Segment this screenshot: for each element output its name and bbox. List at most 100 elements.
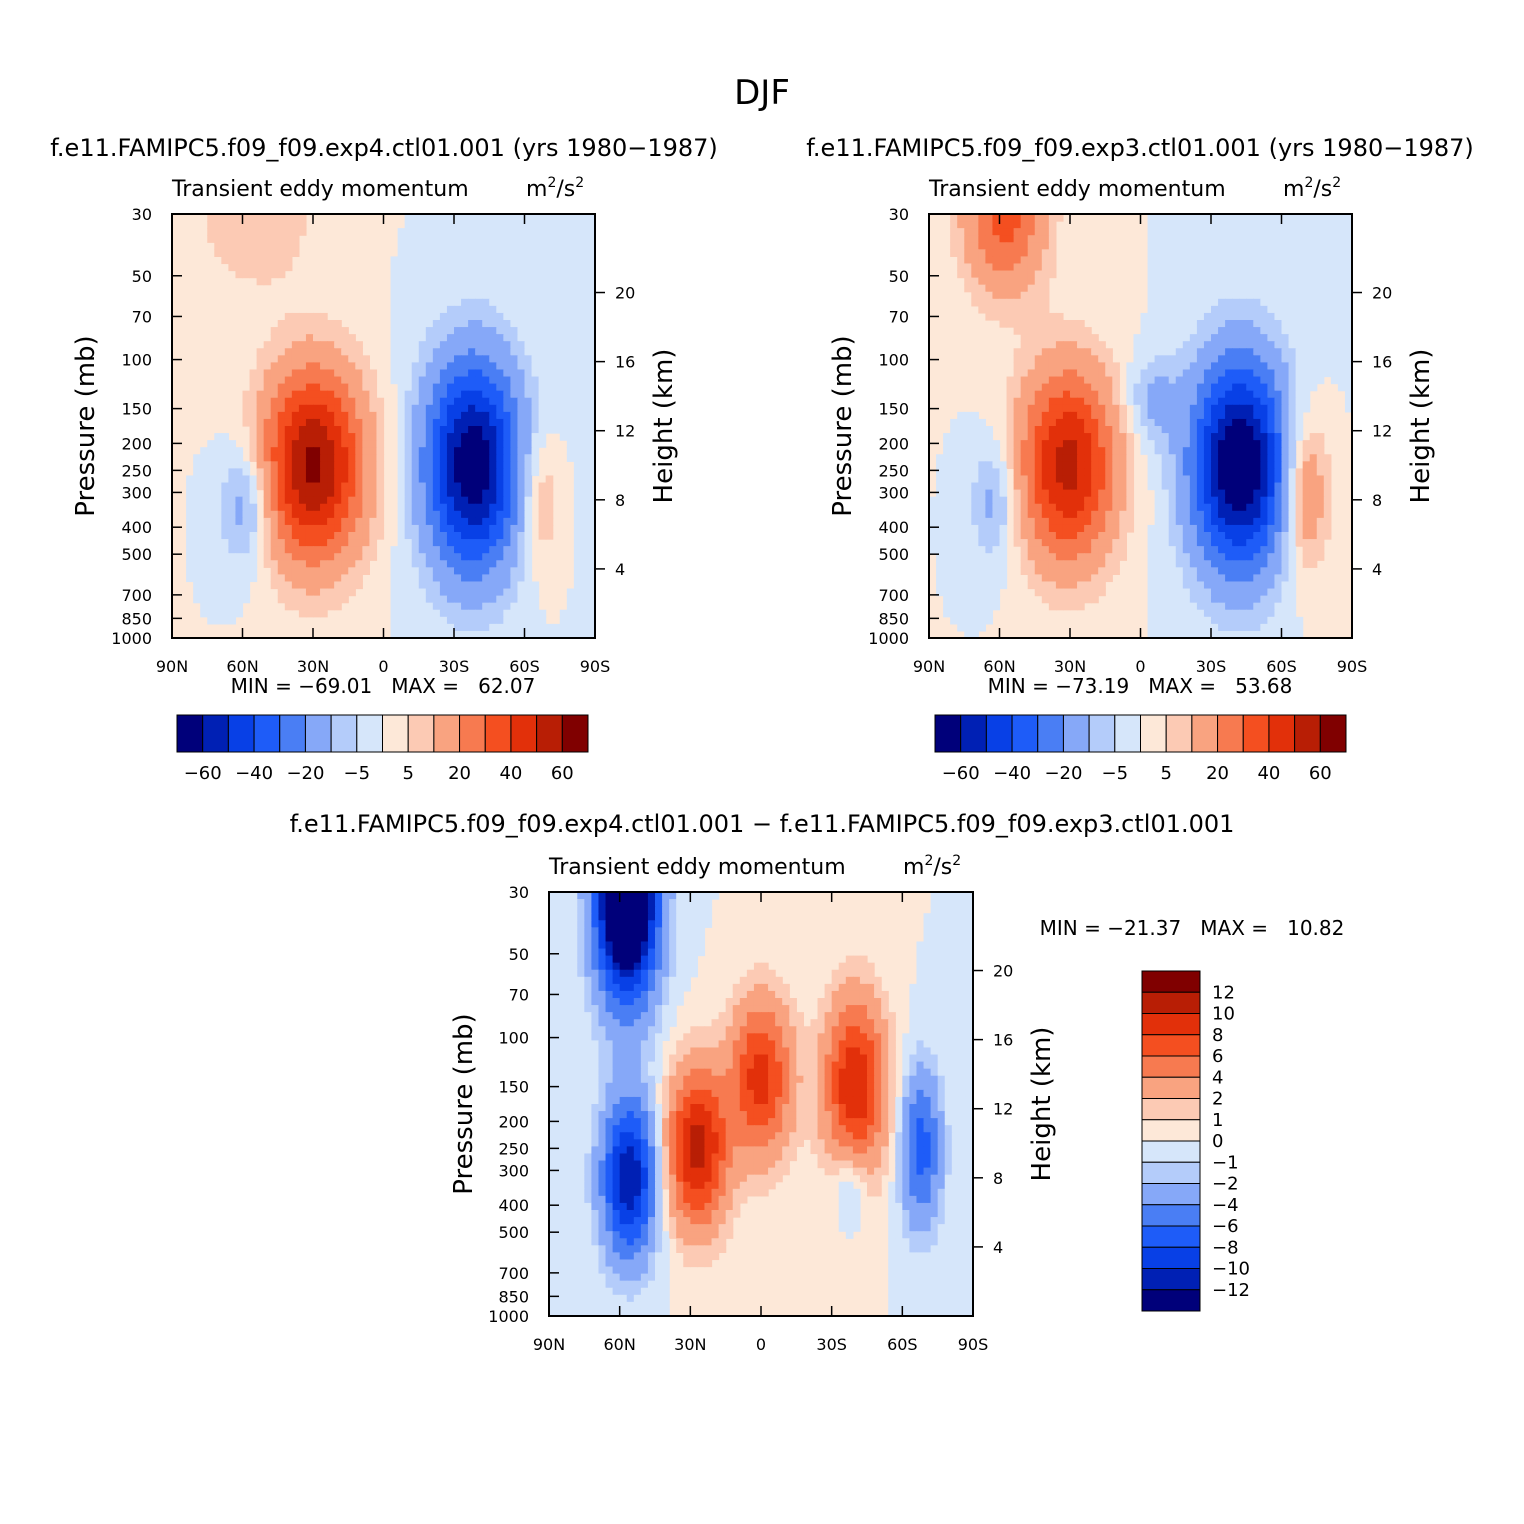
- contour-cell: [376, 461, 385, 469]
- contour-cell: [1316, 482, 1325, 491]
- contour-cell: [1337, 305, 1346, 314]
- contour-cell: [1098, 553, 1106, 561]
- contour-cell: [1239, 327, 1247, 335]
- contour-cell: [538, 489, 547, 498]
- contour-cell: [1020, 546, 1029, 554]
- contour-cell: [566, 242, 575, 250]
- contour-cell: [1232, 461, 1240, 469]
- contour-cell: [1211, 411, 1219, 420]
- contour-cell: [461, 510, 469, 519]
- contour-cell: [1316, 489, 1325, 498]
- contour-cell: [411, 567, 420, 575]
- contour-cell: [200, 468, 208, 477]
- contour-cell: [580, 602, 589, 611]
- contour-cell: [461, 517, 469, 526]
- contour-cell: [362, 517, 370, 526]
- contour-cell: [1147, 277, 1156, 286]
- contour-cell: [1168, 433, 1177, 441]
- contour-cell: [964, 524, 972, 533]
- contour-cell: [221, 539, 229, 547]
- contour-cell: [242, 546, 251, 554]
- contour-cell: [1084, 390, 1092, 399]
- contour-cell: [348, 454, 356, 462]
- contour-cell: [1225, 312, 1233, 321]
- contour-cell: [1048, 510, 1057, 519]
- contour-cell: [957, 524, 965, 533]
- contour-cell: [1154, 305, 1163, 314]
- contour-cell: [298, 588, 307, 597]
- contour-cell: [1070, 510, 1078, 519]
- contour-cell: [362, 433, 370, 441]
- contour-cell: [1105, 369, 1113, 378]
- contour-cell: [1246, 235, 1254, 243]
- contour-cell: [992, 560, 1001, 568]
- contour-cell: [1168, 440, 1177, 448]
- contour-cell: [566, 390, 575, 399]
- contour-cell: [1316, 355, 1325, 363]
- contour-cell: [397, 426, 406, 434]
- contour-cell: [1196, 270, 1205, 279]
- contour-cell: [369, 426, 378, 434]
- contour-cell: [943, 524, 951, 533]
- contour-cell: [454, 468, 462, 477]
- contour-cell: [461, 334, 469, 342]
- contour-cell: [298, 510, 307, 519]
- contour-cell: [404, 249, 413, 257]
- contour-cell: [489, 454, 497, 462]
- contour-cell: [510, 320, 519, 328]
- contour-cell: [446, 517, 455, 526]
- contour-cell: [552, 235, 561, 243]
- contour-cell: [235, 581, 244, 590]
- contour-cell: [1105, 426, 1113, 434]
- contour-cell: [929, 532, 937, 540]
- contour-cell: [587, 553, 596, 561]
- contour-cell: [418, 581, 427, 590]
- contour-cell: [580, 277, 589, 286]
- contour-cell: [468, 369, 476, 378]
- contour-cell: [957, 440, 965, 448]
- contour-cell: [545, 327, 554, 335]
- contour-cell: [1267, 383, 1276, 392]
- contour-cell: [369, 404, 378, 413]
- contour-cell: [1168, 397, 1177, 406]
- contour-cell: [334, 447, 342, 455]
- contour-cell: [1295, 312, 1304, 321]
- contour-cell: [566, 327, 575, 335]
- contour-cell: [985, 517, 994, 526]
- contour-cell: [446, 418, 455, 427]
- contour-cell: [1337, 214, 1346, 222]
- contour-cell: [1055, 362, 1064, 371]
- contour-cell: [256, 235, 265, 243]
- contour-cell: [397, 546, 406, 554]
- contour-cell: [348, 482, 356, 491]
- contour-cell: [1225, 517, 1233, 526]
- contour-cell: [1281, 411, 1290, 420]
- contour-cell: [559, 284, 568, 293]
- colorbar-label: −20: [286, 763, 324, 784]
- contour-cell: [242, 496, 251, 505]
- contour-cell: [1309, 532, 1318, 540]
- contour-cell: [1196, 468, 1205, 477]
- contour-cell: [992, 235, 1001, 243]
- contour-cell: [957, 489, 965, 498]
- contour-cell: [1070, 404, 1078, 413]
- contour-cell: [320, 369, 328, 378]
- contour-cell: [1084, 517, 1092, 526]
- contour-cell: [461, 524, 469, 533]
- contour-cell: [1211, 298, 1219, 307]
- contour-cell: [1020, 369, 1029, 378]
- contour-cell: [496, 341, 504, 349]
- contour-cell: [277, 496, 286, 505]
- contour-cell: [1182, 369, 1191, 378]
- contour-cell: [1232, 510, 1240, 519]
- contour-cell: [284, 348, 293, 356]
- contour-cell: [496, 468, 504, 477]
- contour-cell: [446, 390, 455, 399]
- contour-cell: [496, 524, 504, 533]
- contour-cell: [249, 433, 258, 441]
- contour-cell: [1175, 305, 1184, 314]
- contour-cell: [348, 341, 356, 349]
- contour-cell: [1161, 454, 1170, 462]
- contour-cell: [291, 524, 300, 533]
- contour-cell: [468, 320, 476, 328]
